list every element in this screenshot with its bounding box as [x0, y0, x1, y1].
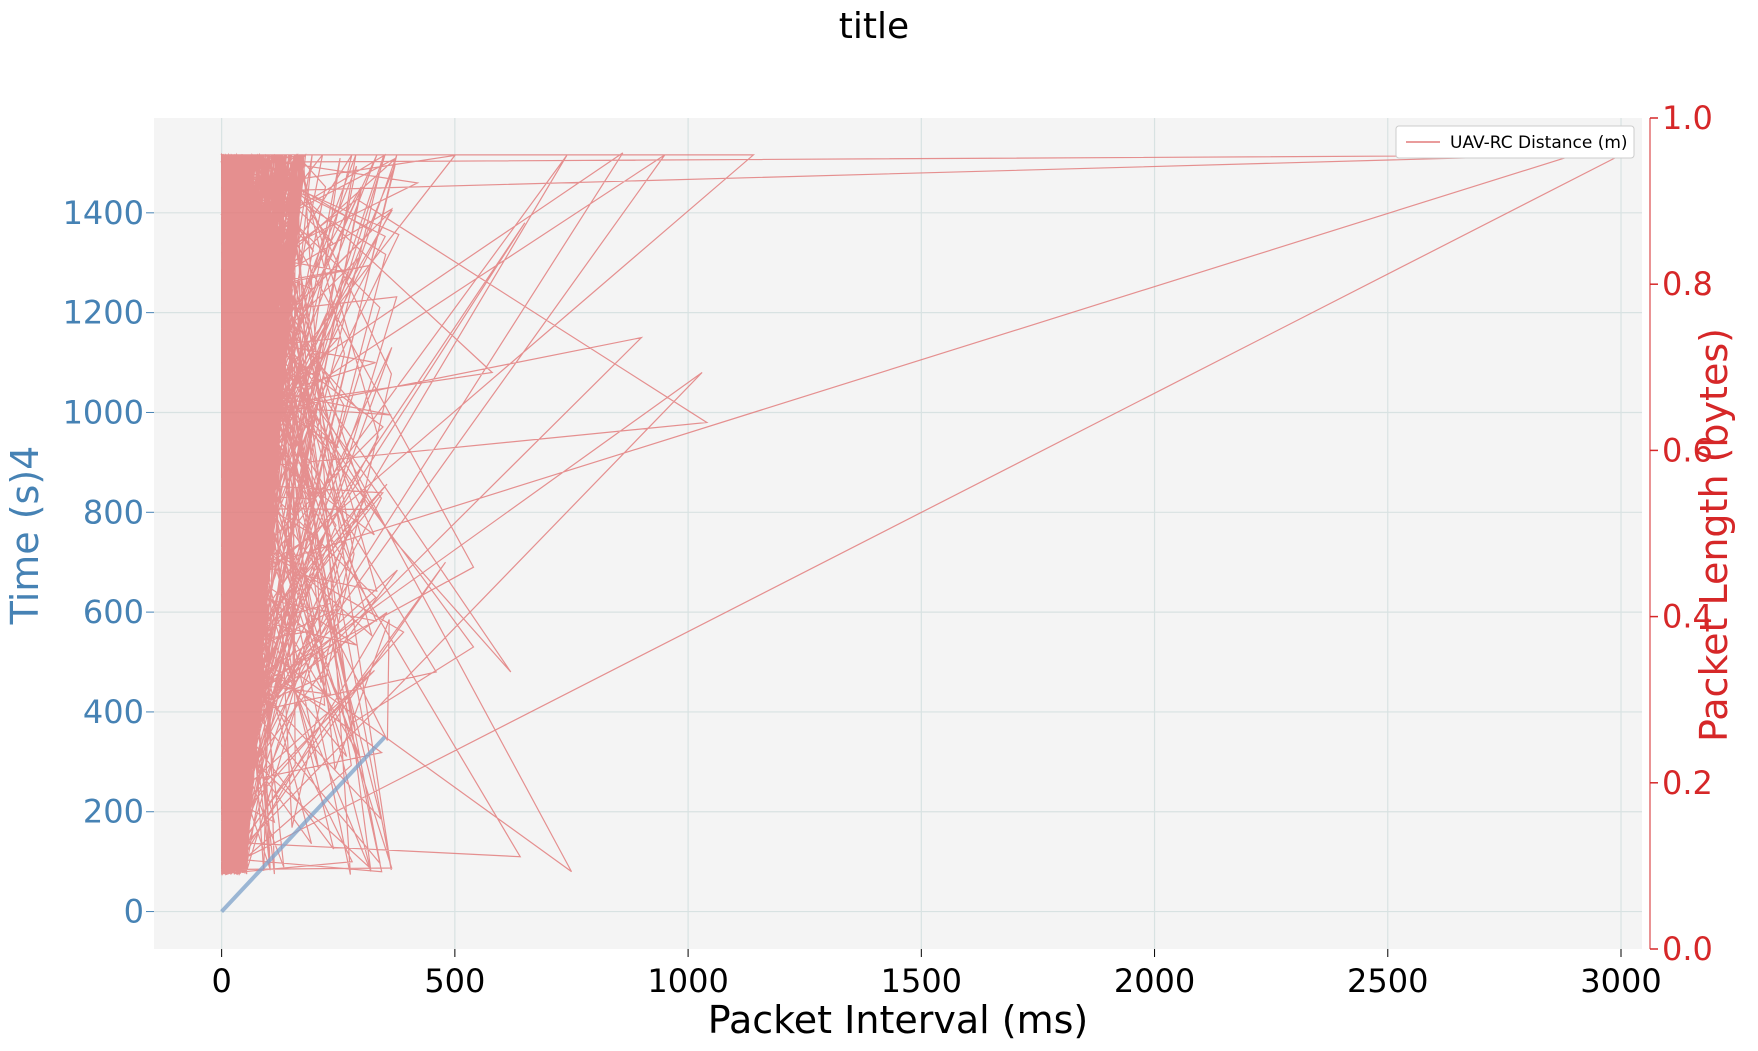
y-tick-label-left: 0: [124, 893, 144, 931]
x-tick-label: 1000: [647, 962, 728, 1000]
y-tick-label-right: 1.0: [1662, 99, 1713, 137]
y-tick-label-left: 1200: [63, 294, 144, 332]
axes: 0 500 1000 1500 2000 2500 3000 0 200 400 600 800 100…: [63, 99, 1713, 1000]
y-tick-label-left: 1400: [63, 194, 144, 232]
y-tick-label-left: 1000: [63, 393, 144, 431]
series-line-time: [220, 735, 387, 913]
x-axis-label: Packet Interval (ms): [708, 998, 1088, 1042]
y-tick-label-right: 0.0: [1662, 930, 1713, 968]
y-tick-label-right: 0.8: [1662, 265, 1713, 303]
legend-entry-label: UAV-RC Distance (m): [1450, 133, 1628, 153]
x-tick-label: 2500: [1347, 962, 1428, 1000]
y-axis-label-right: Packet Length (bytes): [1692, 328, 1736, 742]
x-tick-label: 3000: [1580, 962, 1661, 1000]
x-tick-label: 0: [211, 962, 231, 1000]
series-line-packet-length: [220, 152, 1622, 877]
y-tick-label-left: 400: [83, 693, 144, 731]
plot-area: [154, 118, 1642, 949]
y-tick-label-right: 0.2: [1662, 764, 1713, 802]
grid: [154, 118, 1642, 949]
y-tick-label-right: 0.6: [1662, 431, 1713, 469]
x-tick-label: 2000: [1114, 962, 1195, 1000]
y-tick-label-left: 800: [83, 493, 144, 531]
x-tick-label: 500: [424, 962, 485, 1000]
y-axis-label-left: Time (s)4: [3, 446, 47, 626]
y-tick-label-right: 0.4: [1662, 598, 1713, 636]
y-tick-label-left: 600: [83, 593, 144, 631]
legend: UAV-RC Distance (m): [1395, 125, 1635, 159]
chart-title: title: [839, 6, 909, 47]
x-tick-label: 1500: [881, 962, 962, 1000]
legend-box: [1395, 125, 1635, 159]
series-layer: [220, 152, 1622, 913]
y-tick-label-left: 200: [83, 793, 144, 831]
